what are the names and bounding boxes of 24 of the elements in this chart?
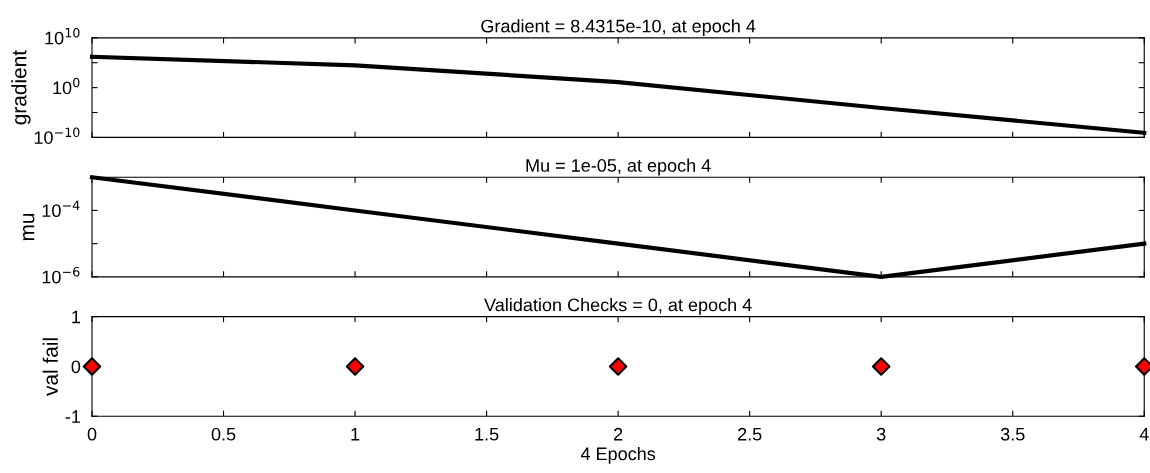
y-tick-label: 10$^{−6}$: [42, 266, 80, 284]
x-tick-label: 1: [351, 428, 360, 441]
chart-title: Mu = 1e-05, at epoch 4: [526, 158, 711, 176]
x-tick-label: 2.5: [738, 427, 762, 441]
y-tick-label: 10$^{0}$: [53, 77, 80, 95]
x-tick-label: 4: [1139, 428, 1149, 441]
x-axis-title: 4 Epochs: [580, 446, 656, 464]
y-tick-label: 10$^{−10}$: [34, 127, 80, 144]
x-tick-label: 0.5: [211, 427, 236, 441]
y-axis-title: mu: [23, 213, 35, 241]
y-tick-label: -1: [65, 410, 81, 423]
y-tick-label: 0: [71, 360, 81, 374]
x-tick-label: 0: [87, 427, 97, 441]
y-axis-title: gradient: [11, 50, 31, 125]
y-tick-label: 1: [72, 310, 81, 324]
y-tick-label: 10$^{−4}$: [42, 200, 80, 218]
y-axis-title: val fail: [42, 338, 58, 396]
x-tick-label: 3: [876, 427, 886, 441]
y-tick-label: 10$^{10}$: [45, 27, 80, 45]
x-tick-label: 1.5: [475, 428, 499, 441]
chart-title: Validation Checks = 0, at epoch 4: [484, 298, 752, 315]
x-tick-label: 3.5: [1000, 427, 1025, 441]
x-tick-label: 2: [614, 427, 623, 441]
chart-title: Gradient = 8.4315e-10, at epoch 4: [481, 19, 756, 37]
